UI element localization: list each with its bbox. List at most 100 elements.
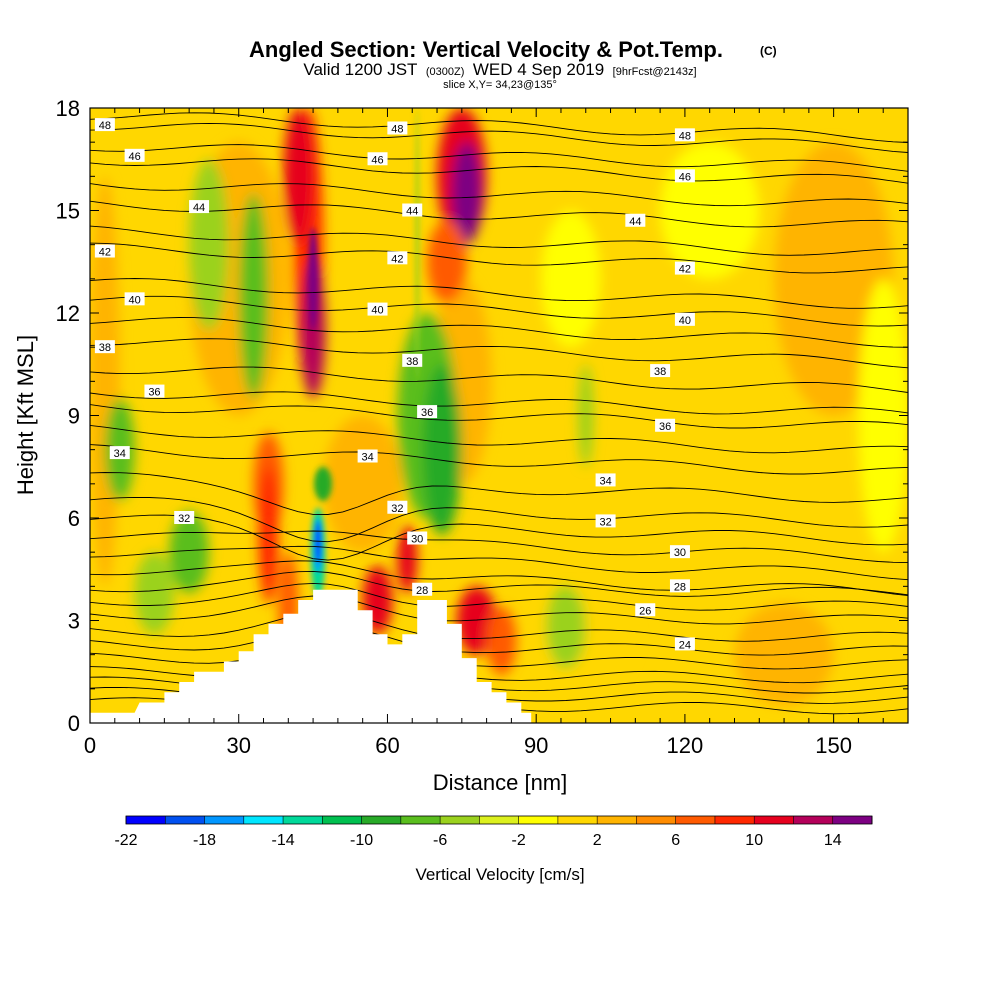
theta-contour-line	[90, 112, 908, 143]
y-axis-label: Height [Kft MSL]	[13, 335, 38, 495]
contour-label-bg	[669, 545, 690, 559]
colorbar-swatch	[361, 816, 402, 824]
slice-info: slice X,Y= 34,23@135°	[443, 79, 557, 91]
colorbar-swatch	[557, 816, 598, 824]
colorbar-tick-label: 14	[824, 832, 842, 849]
colorbar-swatch	[400, 816, 441, 824]
contour-label-bg	[669, 579, 690, 593]
contour-label-bg	[124, 148, 145, 162]
colorbar-swatch	[243, 816, 284, 824]
contour-label: 30	[411, 534, 423, 546]
colorbar-swatch	[479, 816, 520, 824]
contour-label: 28	[674, 581, 686, 593]
theta-contour-line	[90, 200, 908, 228]
contour-label: 36	[148, 387, 160, 399]
contour-label: 34	[599, 475, 611, 487]
contour-label-bg	[387, 251, 408, 265]
colorbar-swatch	[793, 816, 834, 824]
terrain	[90, 589, 532, 723]
plot-area: 48 48 48 46 46 46 44 44 44 42 42 42 40 40 40 38 38 38 36 36…	[90, 108, 908, 723]
contour-label: 24	[679, 639, 691, 651]
colorbar-tick-label: 10	[745, 832, 763, 849]
colorbar-swatch	[832, 816, 873, 824]
theta-contour-line	[90, 144, 908, 172]
contour-label: 38	[654, 366, 666, 378]
contour-label: 48	[679, 130, 691, 142]
colorbar-tick-label: -2	[512, 832, 526, 849]
y-tick-label: 0	[68, 711, 80, 736]
contour-label: 36	[659, 421, 671, 433]
contour-label-bg	[417, 405, 438, 419]
contour-label: 34	[361, 452, 373, 464]
velocity-field	[90, 108, 908, 706]
contour-label-bg	[144, 384, 165, 398]
x-tick-label: 60	[375, 733, 399, 758]
y-tick-label: 3	[68, 609, 80, 634]
contour-label-bg	[635, 603, 656, 617]
x-tick-label: 90	[524, 733, 548, 758]
colorbar-swatch	[714, 816, 755, 824]
contour-label-bg	[595, 473, 616, 487]
contour-label-bg	[357, 449, 378, 463]
velocity-cell	[323, 415, 403, 553]
contour-label: 46	[679, 171, 691, 183]
colorbar-swatch	[204, 816, 245, 824]
valid-prefix: Valid 1200 JST	[303, 60, 417, 79]
colorbar-tick-label: -6	[433, 832, 447, 849]
colorbar-tick-label: -14	[271, 832, 294, 849]
colorbar-swatch	[440, 816, 480, 824]
x-axis-label: Distance [nm]	[433, 770, 568, 795]
contour-label: 32	[391, 503, 403, 515]
contour-label: 44	[193, 202, 205, 214]
contour-label: 40	[371, 305, 383, 317]
velocity-field-detail	[308, 108, 420, 597]
contour-label: 40	[128, 294, 140, 306]
contour-label: 30	[674, 547, 686, 559]
contour-label-bg	[412, 582, 433, 596]
contour-label-bg	[387, 121, 408, 135]
contour-label-bg	[367, 152, 388, 166]
colorbar-swatch	[126, 816, 166, 824]
velocity-cell	[541, 210, 601, 348]
theta-contour-line	[90, 545, 908, 581]
y-tick-label: 9	[68, 404, 80, 429]
velocity-cell	[283, 108, 314, 245]
contour-label: 46	[128, 151, 140, 163]
contour-label-bg	[407, 531, 428, 545]
theta-contour-line	[90, 472, 908, 515]
colorbar-tick-label: -22	[114, 832, 137, 849]
contour-label-bg	[94, 340, 115, 354]
theta-contour-line	[90, 242, 908, 274]
theta-contour-line	[90, 496, 908, 543]
velocity-cell	[189, 159, 229, 331]
theta-contour-line	[90, 225, 908, 256]
velocity-cell	[578, 364, 594, 467]
theta-contour-line	[90, 366, 908, 393]
contour-label: 32	[178, 513, 190, 525]
colorbar-tick-label: 2	[593, 832, 602, 849]
contour-label: 42	[99, 247, 111, 259]
velocity-cell	[486, 606, 517, 676]
contour-label-bg	[674, 169, 695, 183]
colorbar-swatch	[165, 816, 206, 824]
theta-contour-line	[90, 530, 908, 564]
contour-label: 40	[679, 315, 691, 327]
contour-label: 28	[416, 585, 428, 597]
contour-label-bg	[595, 514, 616, 528]
colorbar-swatch	[283, 816, 323, 824]
contour-label-bg	[674, 128, 695, 142]
y-tick-label: 15	[56, 199, 80, 224]
theta-contour-line	[90, 595, 908, 625]
forecast-info: [9hrFcst@2143z]	[613, 66, 697, 78]
theta-contour-line	[90, 183, 908, 207]
contour-label: 34	[114, 448, 126, 460]
theta-contour-line	[90, 317, 908, 348]
contour-label-bg	[94, 244, 115, 258]
velocity-cell	[314, 466, 332, 501]
valid-utc: (0300Z)	[426, 66, 465, 78]
colorbar-swatch	[597, 816, 637, 824]
theta-contour-line	[90, 611, 908, 642]
theta-contour-line	[90, 295, 908, 327]
contour-label: 32	[599, 516, 611, 528]
